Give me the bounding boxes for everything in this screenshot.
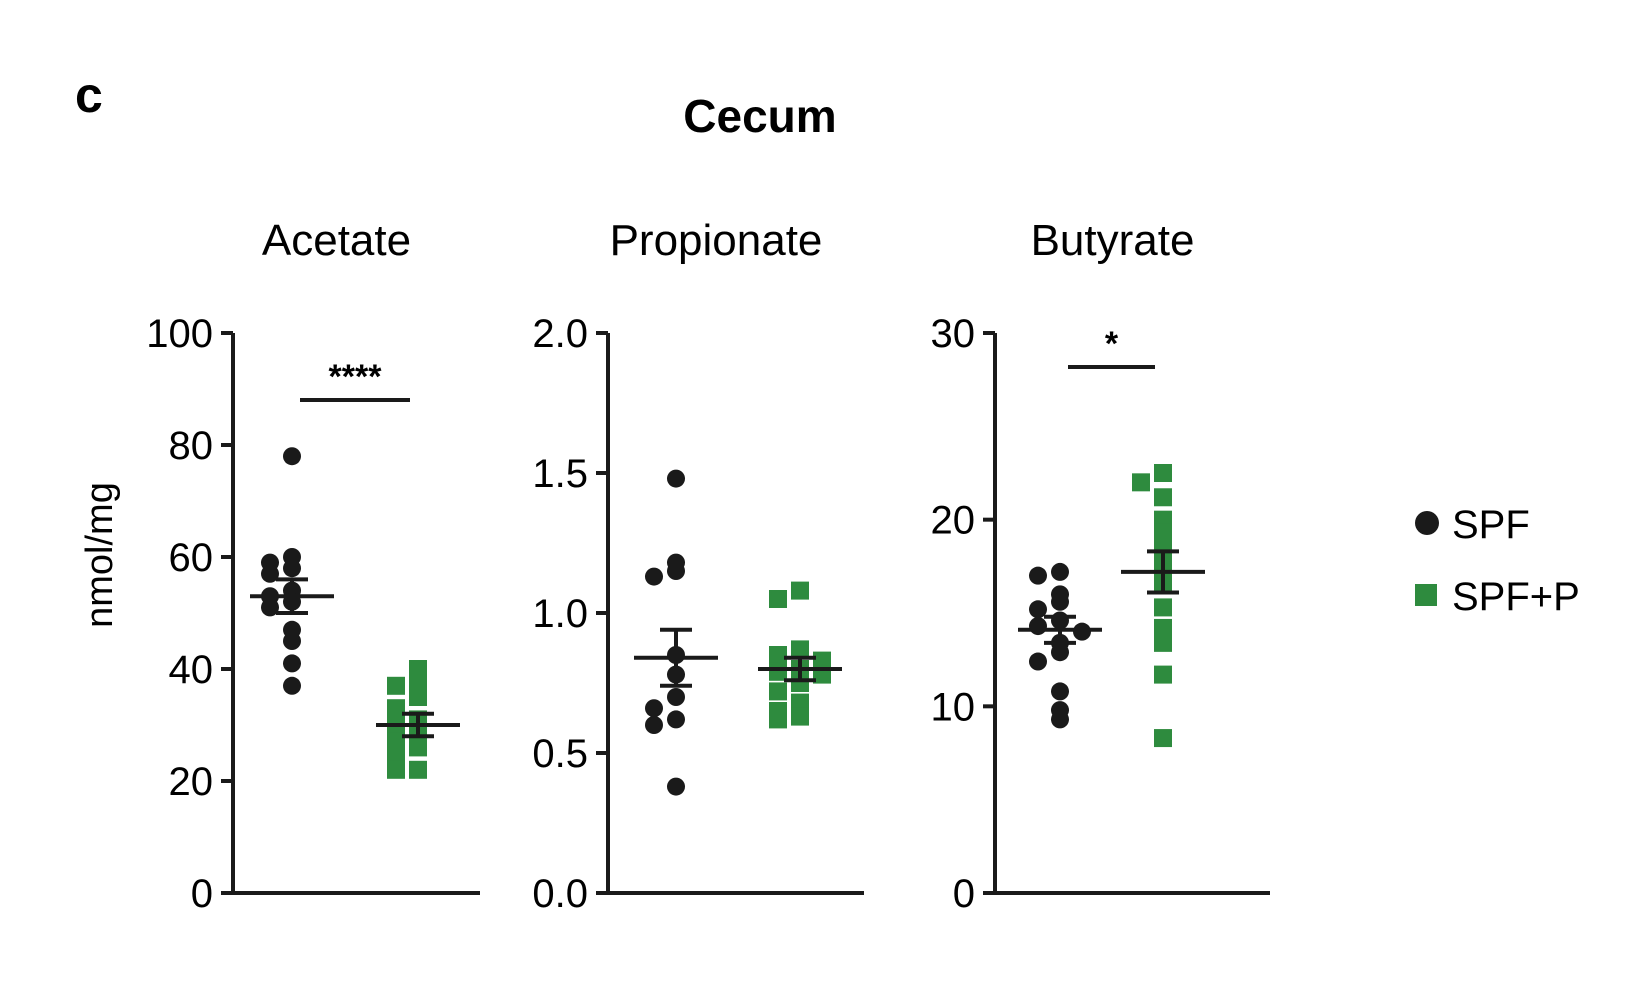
y-tick-label: 0.5 (532, 732, 588, 776)
data-point-spf (1051, 710, 1069, 729)
legend-item-spf-p: SPF+P (1415, 575, 1580, 619)
data-point-spf-pp (387, 676, 405, 695)
y-tick-label: 1.0 (532, 592, 588, 636)
data-point-spf (283, 654, 301, 673)
data-point-spf-pp (769, 590, 787, 608)
chart-title: Acetate (262, 216, 411, 265)
data-point-spf (1051, 562, 1069, 581)
data-point-spf-pp (409, 738, 427, 757)
figure-title: Cecum (683, 90, 836, 142)
legend-label-spf-p: SPF+P (1452, 575, 1580, 619)
data-point-spf (1029, 652, 1047, 671)
y-tick-label: 20 (931, 499, 976, 543)
legend-item-spf: SPF (1415, 503, 1530, 547)
y-axis-label: nmol/mg (79, 482, 121, 628)
data-point-spf-pp (769, 662, 787, 681)
y-tick-label: 80 (169, 424, 214, 468)
legend-marker-spf (1415, 511, 1439, 535)
y-tick-label: 0 (191, 872, 213, 916)
data-point-spf-pp (387, 699, 405, 718)
data-point-spf (261, 564, 279, 583)
data-point-spf-pp (1154, 665, 1172, 684)
data-point-spf (1051, 682, 1069, 701)
data-point-spf (667, 469, 685, 488)
data-point-spf-pp (1132, 473, 1150, 492)
y-tick-label: 20 (169, 760, 214, 804)
data-point-spf (261, 598, 279, 617)
y-tick-label: 0 (953, 872, 975, 916)
legend-label-spf: SPF (1452, 503, 1530, 547)
data-point-spf (667, 777, 685, 796)
data-point-spf-pp (409, 760, 427, 779)
data-point-spf-pp (1154, 488, 1172, 507)
data-point-spf-pp (409, 671, 427, 690)
data-point-spf (283, 632, 301, 650)
y-tick-label: 60 (169, 536, 214, 580)
data-point-spf-pp (409, 688, 427, 706)
chart-title: Propionate (610, 216, 823, 265)
legend: SPF SPF+P (1415, 503, 1580, 619)
data-point-spf (645, 567, 663, 586)
data-point-spf (645, 716, 663, 734)
data-point-spf-pp (387, 760, 405, 779)
data-point-spf-pp (791, 581, 809, 600)
chart-acetate: Acetate 0 20 40 60 80 100 **** (146, 216, 480, 916)
data-point-spf (1029, 600, 1047, 619)
y-tick-label: 10 (931, 685, 976, 729)
data-point-spf-pp (1154, 598, 1172, 617)
data-point-spf (283, 676, 301, 695)
data-point-spf (667, 562, 685, 580)
data-point-spf (667, 710, 685, 729)
data-point-spf-pp (1154, 523, 1172, 542)
data-point-spf-pp (1154, 729, 1172, 748)
data-point-spf (283, 559, 301, 578)
chart-propionate: Propionate 0.0 0.5 1.0 1.5 2.0 (532, 216, 864, 916)
data-point-spf (667, 688, 685, 706)
chart-title: Butyrate (1031, 216, 1195, 265)
data-point-spf (1029, 617, 1047, 636)
data-point-spf (283, 447, 301, 466)
data-point-spf-pp (813, 651, 831, 670)
data-point-spf (1051, 643, 1069, 662)
data-point-spf-pp (769, 646, 787, 664)
y-tick-label: 40 (169, 648, 214, 692)
data-point-spf-pp (791, 640, 809, 659)
data-point-spf-pp (791, 693, 809, 712)
y-tick-label: 0.0 (532, 872, 588, 916)
data-point-spf (1029, 566, 1047, 585)
data-point-spf-pp (1154, 633, 1172, 652)
data-point-spf-pp (1154, 618, 1172, 637)
chart-butyrate: Butyrate 0 10 20 30 * (931, 216, 1270, 916)
y-tick-label: 30 (931, 312, 976, 356)
y-tick-label: 100 (146, 312, 213, 356)
data-point-spf-pp (1154, 464, 1172, 482)
data-point-spf-pp (387, 744, 405, 762)
y-tick-label: 2.0 (532, 312, 588, 356)
data-point-spf (645, 699, 663, 718)
charts-group: Acetate020406080100****Propionate0.00.51… (146, 216, 1270, 916)
data-point-spf-pp (769, 682, 787, 701)
data-point-spf-pp (769, 710, 787, 729)
data-point-spf (1051, 592, 1069, 611)
data-point-spf-pp (791, 707, 809, 726)
legend-marker-spf-p (1415, 584, 1437, 606)
y-tick-label: 1.5 (532, 452, 588, 496)
significance-label: * (1105, 325, 1119, 363)
significance-label: **** (329, 358, 383, 396)
panel-letter: c (75, 67, 103, 123)
